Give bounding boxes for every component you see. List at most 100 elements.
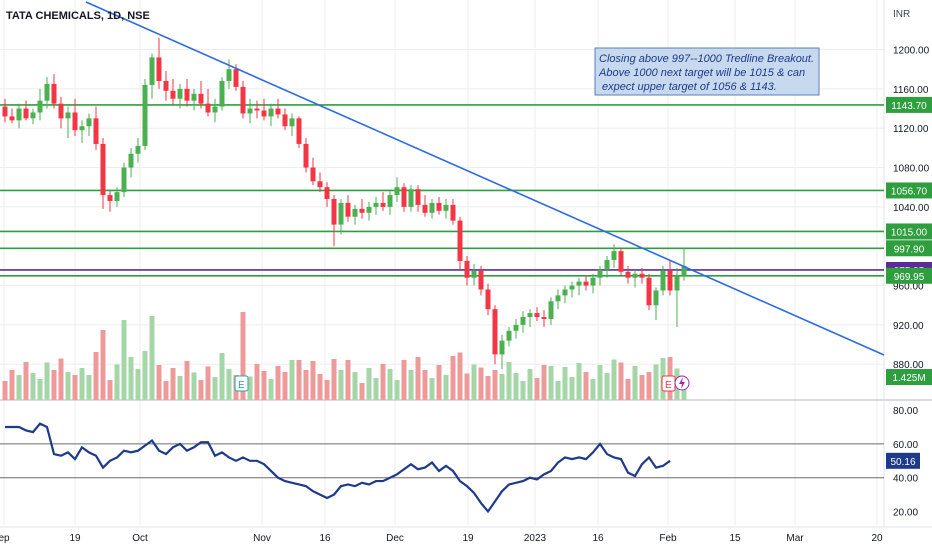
volume-bar [177, 376, 183, 400]
volume-bar [373, 378, 379, 400]
candle-body [289, 118, 295, 127]
volume-bar [254, 364, 260, 400]
candle-body [114, 192, 120, 201]
candle-body [527, 313, 533, 318]
volume-bar [366, 368, 372, 400]
volume-bar [58, 358, 64, 400]
candle-body [65, 112, 71, 119]
annotation-line-2: Above 1000 next target will be 1015 & ca… [598, 67, 805, 79]
volume-bar [72, 375, 78, 400]
candle-body [310, 167, 316, 182]
candle-body [541, 317, 547, 319]
candle-body [254, 108, 260, 111]
x-tick-label: Feb [659, 533, 677, 544]
price-tick-label: 1080.00 [893, 164, 930, 175]
candle-body [2, 106, 8, 117]
earnings-icon-2[interactable]: E [661, 375, 676, 392]
candle-body [240, 86, 246, 114]
candle-body [674, 275, 680, 291]
volume-layer [2, 312, 687, 400]
x-tick-label: 16 [592, 533, 604, 544]
candles-layer [2, 37, 687, 370]
candle-body [583, 281, 589, 286]
candle-body [51, 83, 57, 104]
volume-bar [422, 370, 428, 400]
volume-bar [457, 352, 463, 400]
candle-body [177, 88, 183, 99]
volume-bar [541, 365, 547, 400]
candle-body [9, 116, 15, 121]
candle-body [282, 114, 288, 127]
candle-body [401, 187, 407, 207]
candle-body [639, 273, 645, 278]
candle-body [506, 330, 512, 341]
candle-body [471, 270, 477, 278]
candle-body [72, 112, 78, 131]
volume-bar [219, 353, 225, 400]
volume-bar [23, 362, 29, 400]
earnings-icon-1[interactable]: E [234, 375, 249, 392]
volume-bar [310, 361, 316, 400]
volume-bar [121, 320, 127, 400]
price-level-label: 969.95 [894, 272, 925, 283]
candle-body [30, 112, 36, 119]
candle-body [100, 143, 106, 196]
volume-bar [9, 370, 15, 400]
candle-body [268, 108, 274, 117]
candle-body [345, 202, 351, 217]
candle-body [233, 69, 239, 87]
candle-body [422, 204, 428, 213]
price-tick-label: 1200.00 [893, 46, 930, 57]
volume-bar [149, 316, 155, 400]
rsi-tick-label: 40.00 [893, 474, 918, 485]
volume-bar [163, 381, 169, 400]
volume-bar [380, 364, 386, 400]
volume-bar [135, 369, 141, 400]
dividend-icon[interactable] [674, 375, 690, 391]
volume-bar [527, 369, 533, 400]
volume-bar [429, 378, 435, 400]
candle-body [604, 259, 610, 270]
volume-bar [289, 360, 295, 400]
candle-body [618, 251, 624, 272]
candle-body [275, 108, 281, 115]
axes-layer: ep 19 Oct Nov 16 Dec 19 2023 16 Feb 15 Mar 20 1200.00… [0, 46, 930, 544]
candle-body [23, 108, 29, 119]
candle-body [667, 270, 673, 291]
candle-body [478, 270, 484, 290]
volume-bar [212, 377, 218, 400]
x-tick-label: 16 [319, 533, 331, 544]
volume-bar [226, 369, 232, 400]
volume-bar [590, 379, 596, 400]
candle-body [156, 57, 162, 82]
volume-bar [324, 380, 330, 400]
volume-bar [191, 372, 197, 400]
trendline[interactable] [85, 1, 885, 356]
price-level-label: 1143.70 [891, 101, 927, 112]
volume-bar [93, 352, 99, 400]
volume-bar [415, 357, 421, 400]
candle-body [415, 189, 421, 205]
rsi-current-label: 50.16 [890, 457, 915, 468]
volume-bar [359, 383, 365, 400]
candle-body [142, 84, 148, 146]
price-tick-label: 1040.00 [893, 203, 930, 214]
volume-bar [625, 379, 631, 400]
volume-tag [886, 369, 932, 385]
volume-bar [513, 373, 519, 400]
volume-bar [268, 379, 274, 400]
x-tick-label: Nov [253, 533, 271, 544]
candle-body [534, 313, 540, 318]
annotation-box[interactable]: Closing above 997--1000 Tredline Breakou… [594, 47, 820, 96]
candle-body [450, 204, 456, 221]
candle-body [121, 167, 127, 193]
volume-bar [555, 381, 561, 400]
price-level-tag [886, 223, 932, 240]
rsi-tick-label: 60.00 [893, 440, 918, 451]
annotation-line-3: expect upper target of 1056 & 1143. [599, 81, 777, 93]
volume-bar [30, 373, 36, 400]
candle-body [352, 208, 358, 217]
candle-body [681, 265, 687, 276]
